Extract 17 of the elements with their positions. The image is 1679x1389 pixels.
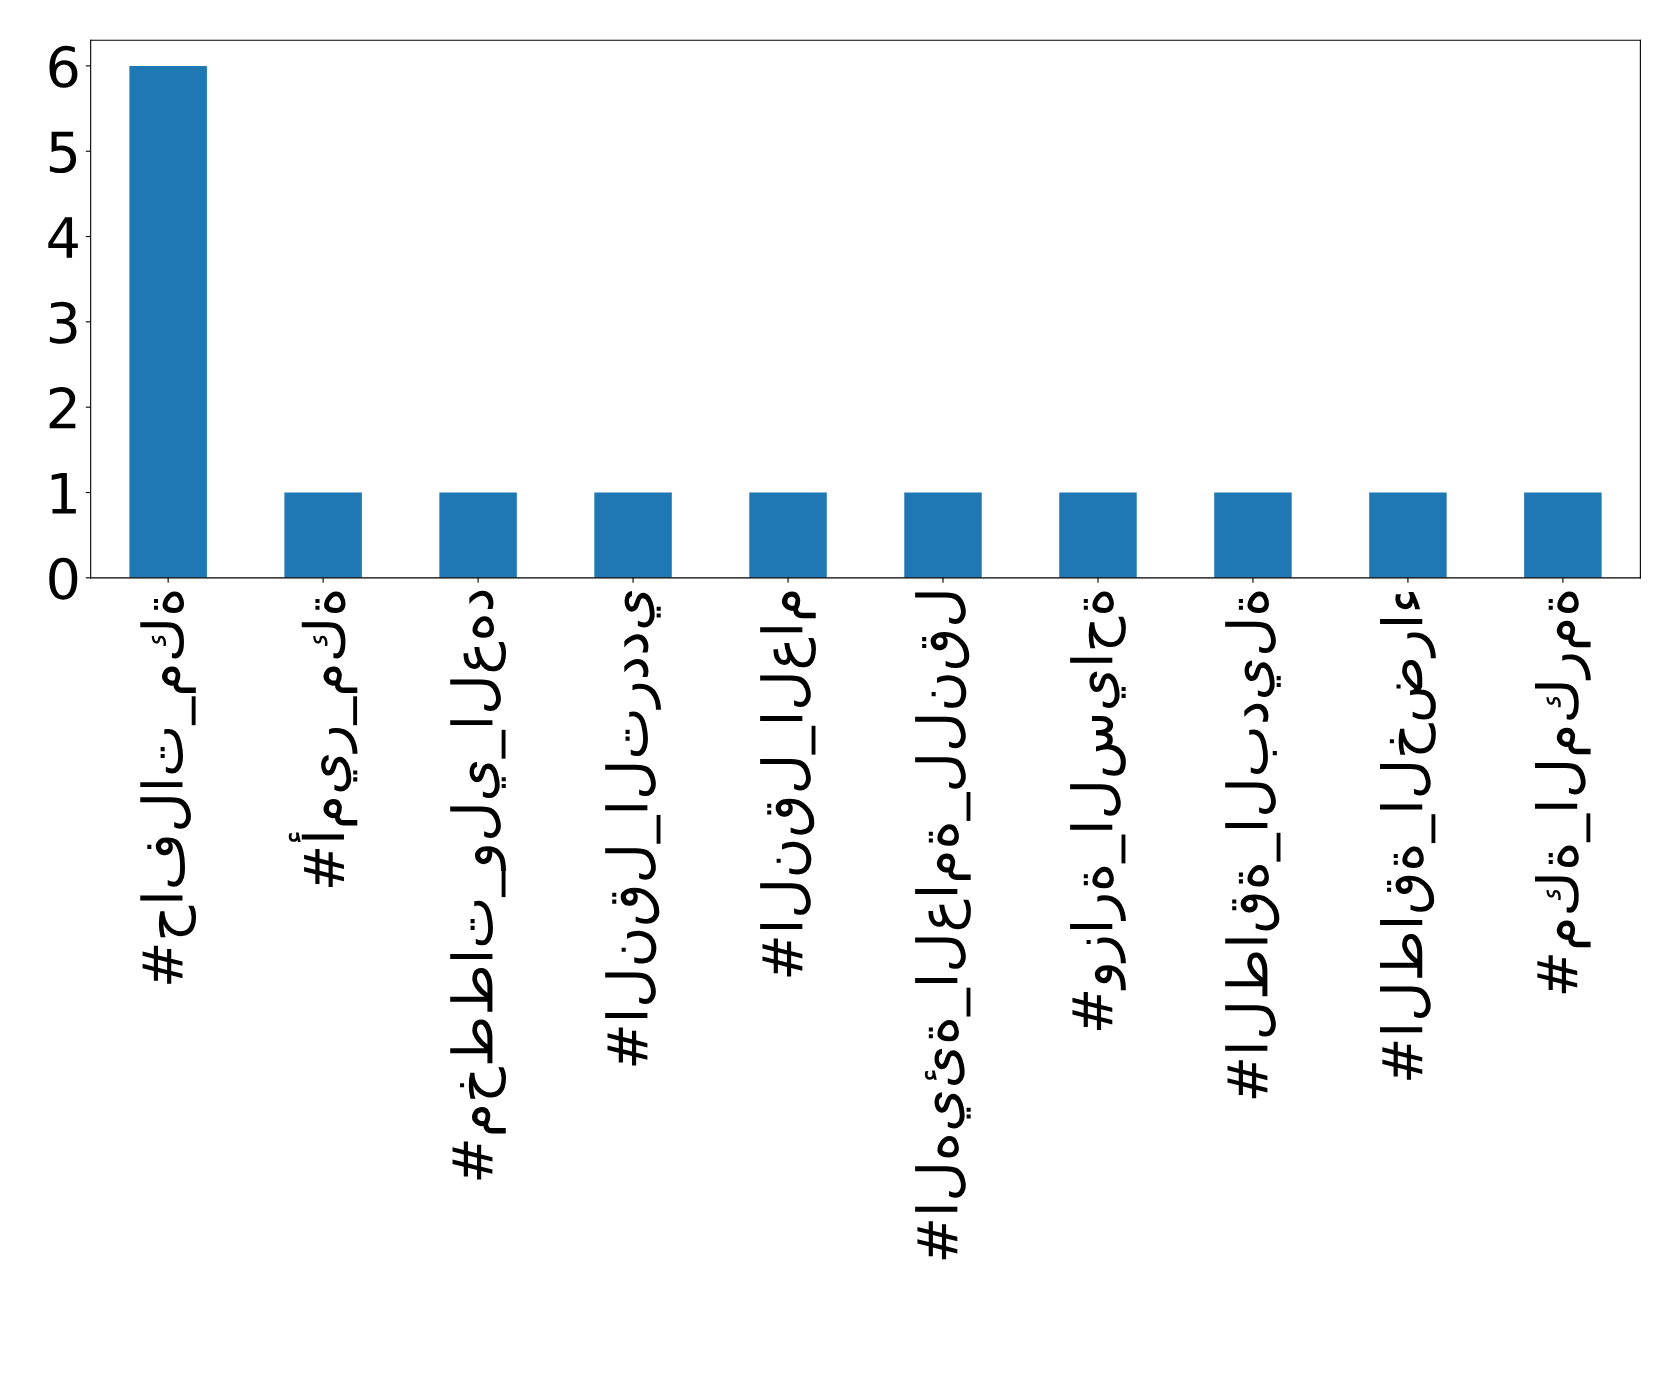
x-tick-label: #وزارة_السياحة [1070, 591, 1126, 1031]
y-tick-label: 5 [49, 131, 77, 174]
x-tick-label: #مخططات_ولي_العهد [450, 590, 506, 1180]
x-tick-label: #أمير_مكة [288, 591, 358, 888]
y-tick-label: 0 [49, 557, 78, 600]
y-tick-label: 6 [49, 45, 78, 88]
y-tick-label: 1 [51, 473, 76, 514]
x-tick-label: #الهيئة_العامة_للنقل [915, 592, 971, 1260]
y-tick-label: 3 [49, 301, 77, 344]
x-tick-label: #حافلات_مكة [140, 591, 197, 984]
y-tick-label: 2 [49, 387, 76, 429]
x-tick-label: #النقل_العام [760, 591, 816, 977]
x-tick-label: #مكة_المكرمة [1535, 591, 1591, 994]
y-tick-label: 4 [48, 217, 78, 258]
x-tick-label: #الطاقة_الخضراء [1380, 592, 1436, 1080]
x-tick-label: #النقل_الترددي [605, 591, 661, 1066]
x-tick-label: #الطاقة_البديلة [1225, 591, 1281, 1099]
